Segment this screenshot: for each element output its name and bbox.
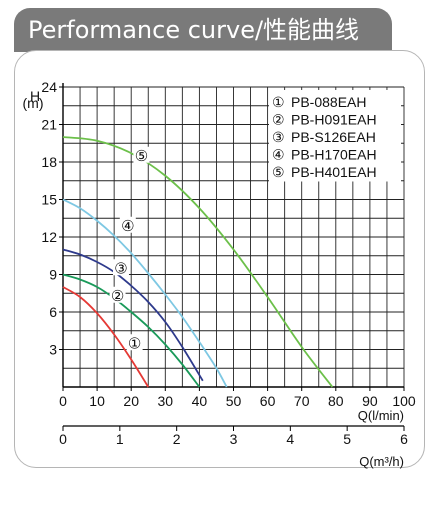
x-tick-label: 40	[192, 393, 208, 409]
legend-label-1: PB-088EAH	[291, 94, 366, 110]
legend-marker-5: ⑤	[272, 164, 285, 180]
x-tick-label: 20	[123, 393, 139, 409]
x-tick-label: 90	[362, 393, 378, 409]
x-tick-label: 0	[59, 393, 67, 409]
legend: ① PB-088EAH ② PB-H091EAH ③ PB-S126EAH ④ PB-H170…	[269, 90, 401, 182]
series-line-1	[62, 286, 150, 388]
x2-tick-label: 4	[286, 431, 294, 447]
series-line-2	[62, 273, 201, 388]
x2-tick-label: 6	[400, 431, 408, 447]
legend-marker-4: ④	[272, 147, 285, 163]
series-marker-4: ④	[121, 218, 134, 235]
legend-label-5: PB-H401EAH	[291, 164, 377, 180]
series-marker-1: ①	[128, 335, 141, 352]
y-tick-label: 15	[41, 192, 57, 208]
y-axis-unit: (m)	[23, 95, 44, 111]
series-marker-bg	[126, 334, 143, 351]
y-tick-label: 21	[41, 117, 57, 133]
legend-box	[269, 90, 401, 182]
series-markers: ① ② ③ ④ ⑤	[109, 146, 150, 352]
x-tick-label: 10	[89, 393, 105, 409]
header-bar	[14, 8, 392, 52]
x-tick-label: 80	[328, 393, 344, 409]
x2-tick-label: 5	[343, 431, 351, 447]
series-marker-bg	[112, 259, 129, 276]
series-lines	[62, 136, 334, 388]
y-tick-label: 12	[41, 229, 57, 245]
x-tick-label: 30	[158, 393, 174, 409]
series-line-3	[62, 248, 204, 382]
series-marker-bg	[109, 286, 126, 303]
y-tick-label: 9	[49, 267, 57, 283]
series-line-5	[62, 136, 334, 388]
series-marker-bg	[133, 146, 150, 163]
series-marker-bg	[119, 216, 136, 233]
series-marker-2: ②	[111, 288, 124, 305]
x2-axis-label: Q(m³/h)	[359, 454, 404, 469]
x2-tick-label: 0	[59, 431, 67, 447]
legend-label-4: PB-H170EAH	[291, 147, 377, 163]
x-tick-label: 60	[260, 393, 276, 409]
y-tick-label: 6	[49, 304, 57, 320]
legend-label-3: PB-S126EAH	[291, 129, 376, 145]
series-marker-3: ③	[114, 260, 127, 277]
series-marker-5: ⑤	[135, 148, 148, 165]
x2-tick-label: 3	[230, 431, 238, 447]
x2-tick-label: 1	[116, 431, 124, 447]
legend-marker-1: ①	[272, 94, 285, 110]
x-tick-label: 100	[392, 393, 416, 409]
page-title: Performance curve/性能曲线	[28, 16, 360, 44]
legend-label-2: PB-H091EAH	[291, 112, 377, 128]
x2-tick-label: 2	[173, 431, 181, 447]
x-tick-label: 70	[294, 393, 310, 409]
y-tick-label: 24	[41, 79, 57, 95]
x-tick-label: 50	[226, 393, 242, 409]
legend-marker-2: ②	[272, 112, 285, 128]
y-tick-label: 3	[49, 342, 57, 358]
y-axis-label: H	[30, 88, 40, 104]
x-axis-label: Q(l/min)	[358, 408, 404, 423]
y-tick-label: 18	[41, 154, 57, 170]
series-line-4	[62, 198, 228, 388]
legend-marker-3: ③	[272, 129, 285, 145]
